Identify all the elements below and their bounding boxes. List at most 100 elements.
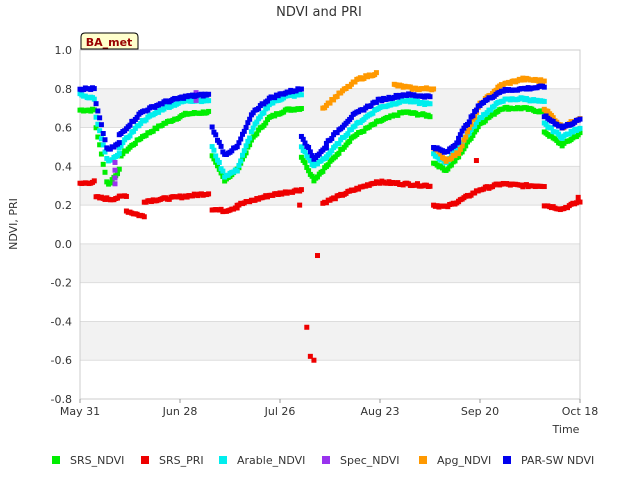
legend-label: Spec_NDVI [340,454,400,467]
arable-ndvi-point [132,125,138,131]
par-sw-ndvi-point [456,139,462,145]
site-badge: BA_met [80,32,139,50]
arable-ndvi-point [98,136,104,142]
par-sw-ndvi-point [265,98,270,104]
apg-ndvi-point [466,125,472,131]
srs-ndvi-point [97,142,103,148]
arable-ndvi-point [118,143,124,149]
srs-ndvi-point [336,150,342,156]
apg-ndvi-point [541,78,547,84]
srs-ndvi-point [120,151,126,157]
y-tick-label: -0.8 [51,393,72,406]
arable-ndvi-point [143,117,149,123]
srs-pri-point [206,191,212,197]
arable-ndvi-point [240,152,245,158]
apg-ndvi-point [448,155,454,161]
arable-ndvi-point [213,153,219,159]
arable-ndvi-point [352,123,358,129]
srs-ndvi-point [461,146,467,152]
srs-ndvi-point [361,128,367,134]
arable-ndvi-point [570,129,576,135]
arable-ndvi-point [156,109,162,115]
apg-ndvi-point [327,100,333,106]
apg-ndvi-point [456,150,462,156]
arable-ndvi-point [302,149,308,155]
srs-ndvi-point [115,171,120,177]
arable-ndvi-point [261,110,267,116]
par-sw-ndvi-point [102,137,108,143]
par-sw-ndvi-point [243,124,249,130]
x-tick-label: May 31 [60,405,100,418]
y-tick-label: 0.4 [55,160,73,173]
srs-ndvi-point [302,160,308,166]
par-sw-ndvi-point [241,128,247,134]
par-sw-ndvi-point [470,113,476,119]
apg-ndvi-point [331,97,337,103]
srs-ndvi-point [95,134,101,140]
legend-label: Apg_NDVI [437,454,491,467]
apg-ndvi-point [441,156,447,162]
srs-pri-point [123,193,129,199]
srs-ndvi-point [470,132,476,138]
arable-ndvi-point [459,140,465,146]
par-sw-ndvi-point [250,110,256,116]
arable-ndvi-point [556,131,562,137]
arable-ndvi-point [102,149,108,155]
srs-ndvi-point [473,127,479,133]
arable-ndvi-point [91,96,97,102]
x-tick-label: Jun 28 [162,405,198,418]
par-sw-ndvi-point [427,94,433,100]
arable-ndvi-point [93,114,99,120]
arable-ndvi-point [323,154,329,160]
par-sw-ndvi-point [456,135,462,141]
arable-ndvi-point [254,119,260,125]
arable-ndvi-point [138,120,144,126]
srs-ndvi-point [143,132,149,138]
data-points [77,70,583,363]
par-sw-ndvi-point [323,140,329,146]
srs-ndvi-point [309,173,315,179]
legend: SRS_NDVI SRS_PRI Arable_NDVI Spec_NDVI Apg_N… [52,454,594,467]
x-tick-label: Jul 26 [264,405,296,418]
srs-ndvi-point [215,163,220,169]
y-tick-label: 1.0 [55,44,73,57]
arable-ndvi-point [220,168,226,174]
y-axis-ticks: 1.0 0.8 0.6 0.4 0.2 0.0 -0.2 -0.4 -0.6 -0.8 [51,44,72,406]
arable-ndvi-point [245,138,251,144]
apg-ndvi-point [461,137,467,143]
apg-ndvi-point [373,70,379,76]
chart-title: NDVI and PRI [276,5,362,20]
srs-ndvi-point [427,114,433,120]
srs-pri-point [307,353,313,359]
srs-ndvi-point [91,107,97,113]
spec-ndvi-point [112,167,118,173]
srs-ndvi-point [98,151,104,157]
arable-ndvi-point [454,147,460,153]
plot-frame [79,49,581,400]
par-sw-ndvi-point [298,133,304,139]
arable-ndvi-point [298,92,304,98]
par-sw-ndvi-point [134,114,140,120]
arable-ndvi-point [566,131,572,137]
srs-ndvi-point [298,106,304,112]
arable-ndvi-point [257,114,263,120]
srs-ndvi-point [395,112,401,118]
arable-ndvi-point [427,101,433,107]
par-sw-ndvi-point [127,122,133,128]
par-sw-ndvi-point [459,128,465,134]
par-sw-ndvi-point [234,143,240,149]
arable-ndvi-point [265,105,270,111]
arable-ndvi-point [370,110,376,116]
legend-label: PAR-SW NDVI [521,454,594,467]
apg-ndvi-point [459,143,465,149]
srs-pri-point [315,253,320,259]
arable-ndvi-point [329,148,335,154]
srs-ndvi-point [452,158,458,164]
apg-ndvi-point [361,75,367,81]
srs-pri-point [323,200,329,206]
arable-ndvi-point [345,131,351,137]
par-sw-ndvi-point [368,103,374,109]
par-sw-ndvi-point [466,119,472,125]
plot-band [80,321,580,361]
